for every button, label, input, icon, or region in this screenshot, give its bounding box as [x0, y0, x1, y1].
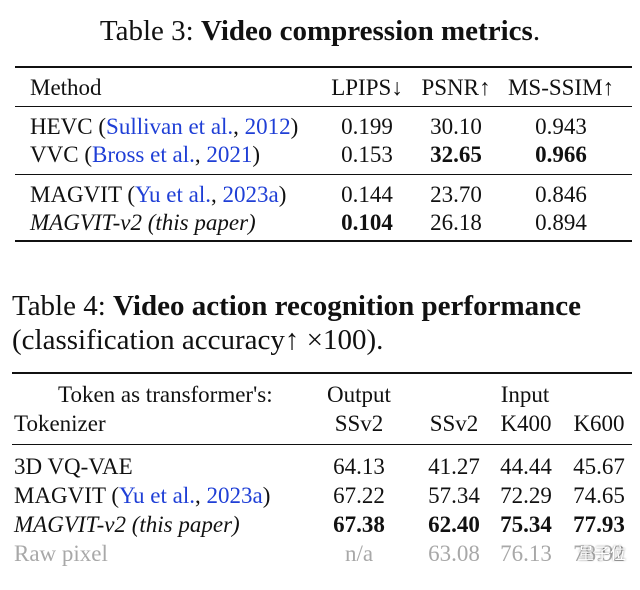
table4-header-token-as: Token as transformer's: — [58, 382, 273, 407]
table3-caption: Table 3: Video compression metrics. — [0, 17, 640, 46]
table4-caption-line2: (classification accuracy↑ ×100). — [12, 324, 384, 356]
table4-row-magvitv2-k600: 77.93 — [573, 512, 625, 537]
table3-row-hevc-method: HEVC (Sullivan et al., 2012) — [30, 114, 299, 139]
table4-row-magvit-k400: 72.29 — [500, 483, 552, 508]
table3-top-rule — [15, 66, 632, 68]
table4-caption-line1: Table 4: Video action recognition perfor… — [12, 292, 581, 321]
table4-row-magvitv2-in-ssv2: 62.40 — [428, 512, 480, 537]
table4-header-input: Input — [500, 382, 550, 407]
table4-top-rule — [12, 372, 632, 374]
table4-header-output: Output — [327, 382, 391, 407]
table3-row-hevc-psnr: 30.10 — [430, 114, 482, 139]
table4-row-magvit-out-ssv2: 67.22 — [333, 483, 385, 508]
table3-row-magvit-psnr: 23.70 — [430, 182, 482, 207]
table3-header-msssim: MS-SSIM↑ — [507, 75, 615, 100]
table4-row-magvitv2-tokenizer: MAGVIT-v2 (this paper) — [14, 512, 240, 537]
table4-row-rawpixel-k400: 76.13 — [500, 541, 552, 566]
table3-row-magvit-lpips: 0.144 — [341, 182, 393, 207]
table4-row-vqvae-out-ssv2: 64.13 — [333, 454, 385, 479]
table3-row-vvc-lpips: 0.153 — [341, 142, 393, 167]
table3-caption-prefix: Table 3: — [99, 15, 194, 47]
table4-row-magvit-k600: 74.65 — [573, 483, 625, 508]
table3-row-magvit-msssim: 0.846 — [535, 182, 587, 207]
table3-mid-rule — [15, 174, 632, 175]
table4-row-rawpixel-out-ssv2: n/a — [344, 541, 374, 566]
table3-row-magvitv2-msssim: 0.894 — [535, 210, 587, 235]
table4-header-rule — [12, 444, 632, 445]
table4-header-tokenizer: Tokenizer — [14, 411, 106, 436]
table4-row-magvitv2-out-ssv2: 67.38 — [333, 512, 385, 537]
table4-caption-title: Video action recognition performance — [113, 290, 581, 322]
table3-row-magvitv2-lpips: 0.104 — [341, 210, 393, 235]
table4-row-vqvae-k400: 44.44 — [500, 454, 552, 479]
watermark: 量子位 — [549, 540, 626, 564]
table4-row-magvitv2-k400: 75.34 — [500, 512, 552, 537]
citation-link[interactable]: Yu et al., 2023a — [135, 182, 279, 207]
table4-row-rawpixel-tokenizer: Raw pixel — [14, 541, 108, 566]
table3-caption-title: Video compression metrics — [200, 15, 533, 47]
table3-caption-end: . — [532, 15, 541, 47]
table4-caption-prefix: Table 4: — [12, 290, 106, 322]
table3-row-vvc-msssim: 0.966 — [535, 142, 587, 167]
table4-row-rawpixel-in-ssv2: 63.08 — [428, 541, 480, 566]
table3-header-rule — [15, 106, 632, 107]
citation-link[interactable]: Bross et al., 2021 — [91, 142, 253, 167]
table3-row-hevc-msssim: 0.943 — [535, 114, 587, 139]
table4-header-in-ssv2: SSv2 — [429, 411, 479, 436]
table4-row-vqvae-tokenizer: 3D VQ-VAE — [14, 454, 133, 479]
table4-row-vqvae-k600: 45.67 — [573, 454, 625, 479]
table3-row-magvitv2-method: MAGVIT-v2 (this paper) — [30, 210, 256, 235]
wechat-icon — [549, 543, 572, 561]
table4-row-magvit-in-ssv2: 57.34 — [428, 483, 480, 508]
table3-row-vvc-method: VVC (Bross et al., 2021) — [30, 142, 261, 167]
table4-header-out-ssv2: SSv2 — [334, 411, 384, 436]
table4-header-k400: K400 — [500, 411, 552, 436]
table3-header-lpips: LPIPS↓ — [331, 75, 403, 100]
table3-row-vvc-psnr: 32.65 — [430, 142, 482, 167]
table3-bottom-rule — [15, 240, 632, 242]
table4-header-k600: K600 — [573, 411, 625, 436]
table3-row-magvit-method: MAGVIT (Yu et al., 2023a) — [30, 182, 287, 207]
table3-header-psnr: PSNR↑ — [421, 75, 491, 100]
citation-link[interactable]: Yu et al., 2023a — [119, 483, 263, 508]
citation-link[interactable]: Sullivan et al., 2012 — [106, 114, 291, 139]
table4-row-vqvae-in-ssv2: 41.27 — [428, 454, 480, 479]
table3-row-magvitv2-psnr: 26.18 — [430, 210, 482, 235]
table3-row-hevc-lpips: 0.199 — [341, 114, 393, 139]
table4-row-magvit-tokenizer: MAGVIT (Yu et al., 2023a) — [14, 483, 271, 508]
watermark-text: 量子位 — [577, 544, 626, 563]
table3-header-method: Method — [30, 75, 102, 100]
table4-row-rawpixel-k600: 78.92 — [573, 541, 625, 566]
